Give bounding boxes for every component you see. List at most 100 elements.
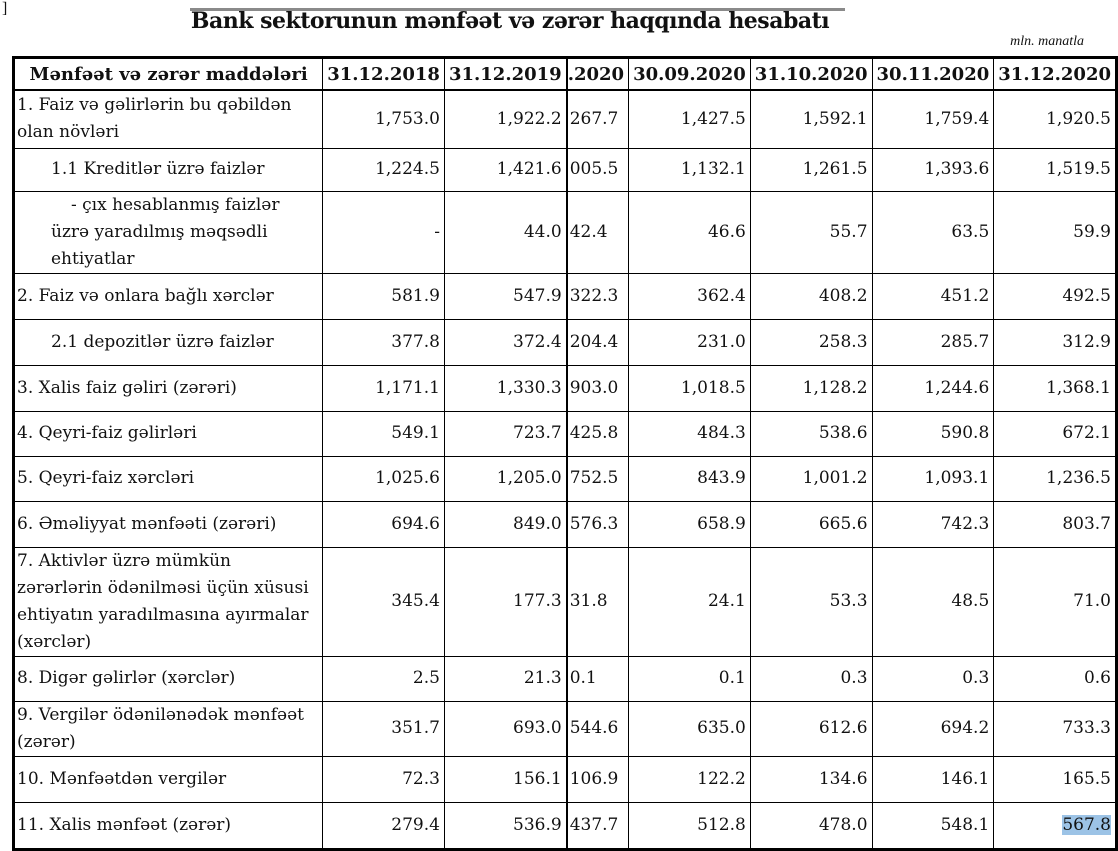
value-cell[interactable]: 267.7 [565, 89, 630, 149]
value-cell[interactable]: 694.6 [322, 500, 445, 548]
value-cell[interactable]: 48.5 [871, 546, 995, 657]
value-cell[interactable]: 312.9 [993, 318, 1117, 366]
value-cell[interactable]: 53.3 [749, 546, 873, 657]
value-cell[interactable]: 1,920.5 [993, 89, 1117, 149]
value-cell[interactable]: 694.2 [871, 700, 995, 757]
value-cell[interactable]: 362.4 [628, 272, 751, 320]
value-cell[interactable]: 1,018.5 [628, 364, 751, 412]
value-cell[interactable]: 538.6 [749, 410, 873, 457]
value-cell[interactable]: 437.7 [565, 801, 630, 850]
value-cell[interactable]: 1,236.5 [993, 455, 1117, 502]
value-cell[interactable]: 122.2 [628, 755, 751, 803]
value-cell[interactable]: 165.5 [993, 755, 1117, 803]
value-cell[interactable]: 204.4 [565, 318, 630, 366]
value-cell[interactable]: 1,592.1 [749, 89, 873, 149]
value-cell[interactable]: 177.3 [443, 546, 568, 657]
value-cell[interactable]: 0.3 [749, 655, 873, 702]
value-cell[interactable]: 672.1 [993, 410, 1117, 457]
value-cell[interactable]: 723.7 [443, 410, 568, 457]
value-cell[interactable]: 451.2 [871, 272, 995, 320]
value-cell[interactable]: 492.5 [993, 272, 1117, 320]
value-cell[interactable]: 231.0 [628, 318, 751, 366]
value-cell[interactable]: 752.5 [565, 455, 630, 502]
value-cell[interactable]: 146.1 [871, 755, 995, 803]
value-cell[interactable]: 156.1 [443, 755, 568, 803]
value-cell[interactable]: 536.9 [443, 801, 568, 850]
value-cell[interactable]: 2.5 [322, 655, 445, 702]
value-cell[interactable]: 1,128.2 [749, 364, 873, 412]
value-cell[interactable]: 1,205.0 [443, 455, 568, 502]
value-cell[interactable]: 1,427.5 [628, 89, 751, 149]
value-cell[interactable]: 134.6 [749, 755, 873, 803]
value-cell[interactable]: 345.4 [322, 546, 445, 657]
value-cell[interactable]: 71.0 [993, 546, 1117, 657]
value-cell[interactable]: 1,519.5 [993, 147, 1117, 192]
value-cell[interactable]: 0.3 [871, 655, 995, 702]
value-cell[interactable]: 63.5 [871, 190, 995, 274]
value-cell[interactable]: 733.3 [993, 700, 1117, 757]
value-cell[interactable]: 377.8 [322, 318, 445, 366]
value-cell[interactable]: 512.8 [628, 801, 751, 850]
value-cell[interactable]: 903.0 [565, 364, 630, 412]
value-cell[interactable]: 279.4 [322, 801, 445, 850]
value-cell[interactable]: 478.0 [749, 801, 873, 850]
value-cell[interactable]: 576.3 [565, 500, 630, 548]
value-cell[interactable]: 1,759.4 [871, 89, 995, 149]
value-cell[interactable]: 351.7 [322, 700, 445, 757]
value-cell[interactable]: 425.8 [565, 410, 630, 457]
value-cell[interactable]: 843.9 [628, 455, 751, 502]
value-cell[interactable]: 0.1 [628, 655, 751, 702]
value-cell[interactable]: 1,093.1 [871, 455, 995, 502]
cell-value: 1,025.6 [375, 468, 440, 488]
value-cell[interactable]: 803.7 [993, 500, 1117, 548]
value-cell[interactable]: 408.2 [749, 272, 873, 320]
value-cell[interactable]: 0.6 [993, 655, 1117, 702]
value-cell[interactable]: 484.3 [628, 410, 751, 457]
value-cell[interactable]: 21.3 [443, 655, 568, 702]
value-cell[interactable]: 1,393.6 [871, 147, 995, 192]
value-cell[interactable]: - [322, 190, 445, 274]
value-cell[interactable]: 1,368.1 [993, 364, 1117, 412]
value-cell[interactable]: 544.6 [565, 700, 630, 757]
value-cell[interactable]: 658.9 [628, 500, 751, 548]
value-cell[interactable]: 849.0 [443, 500, 568, 548]
value-cell[interactable]: 1,001.2 [749, 455, 873, 502]
value-cell[interactable]: 1,421.6 [443, 147, 568, 192]
value-cell[interactable]: 55.7 [749, 190, 873, 274]
value-cell[interactable]: 31.8 [565, 546, 630, 657]
value-cell[interactable]: 1,330.3 [443, 364, 568, 412]
value-cell[interactable]: 322.3 [565, 272, 630, 320]
value-cell[interactable]: 372.4 [443, 318, 568, 366]
value-cell[interactable]: 1,244.6 [871, 364, 995, 412]
value-cell[interactable]: 44.0 [443, 190, 568, 274]
value-cell[interactable]: 1,132.1 [628, 147, 751, 192]
value-cell[interactable]: 549.1 [322, 410, 445, 457]
value-cell[interactable]: 1,224.5 [322, 147, 445, 192]
value-cell[interactable]: 635.0 [628, 700, 751, 757]
value-cell[interactable]: 72.3 [322, 755, 445, 803]
value-cell[interactable]: 59.9 [993, 190, 1117, 274]
value-cell[interactable]: 1,171.1 [322, 364, 445, 412]
value-cell[interactable]: 581.9 [322, 272, 445, 320]
value-cell[interactable]: 42.4 [565, 190, 630, 274]
cell-value: 377.8 [391, 331, 440, 352]
value-cell[interactable]: 742.3 [871, 500, 995, 548]
value-cell[interactable]: 547.9 [443, 272, 568, 320]
value-cell[interactable]: 46.6 [628, 190, 751, 274]
value-cell[interactable]: 693.0 [443, 700, 568, 757]
value-cell[interactable]: 285.7 [871, 318, 995, 366]
value-cell[interactable]: 548.1 [871, 801, 995, 850]
value-cell[interactable]: 665.6 [749, 500, 873, 548]
value-cell[interactable]: 567.8 [993, 801, 1117, 850]
value-cell[interactable]: 1,025.6 [322, 455, 445, 502]
value-cell[interactable]: 005.5 [565, 147, 630, 192]
value-cell[interactable]: 106.9 [565, 755, 630, 803]
value-cell[interactable]: 1,753.0 [322, 89, 445, 149]
value-cell[interactable]: 590.8 [871, 410, 995, 457]
value-cell[interactable]: 1,261.5 [749, 147, 873, 192]
value-cell[interactable]: 612.6 [749, 700, 873, 757]
value-cell[interactable]: 258.3 [749, 318, 873, 366]
value-cell[interactable]: 1,922.2 [443, 89, 568, 149]
value-cell[interactable]: 0.1 [565, 655, 630, 702]
value-cell[interactable]: 24.1 [628, 546, 751, 657]
